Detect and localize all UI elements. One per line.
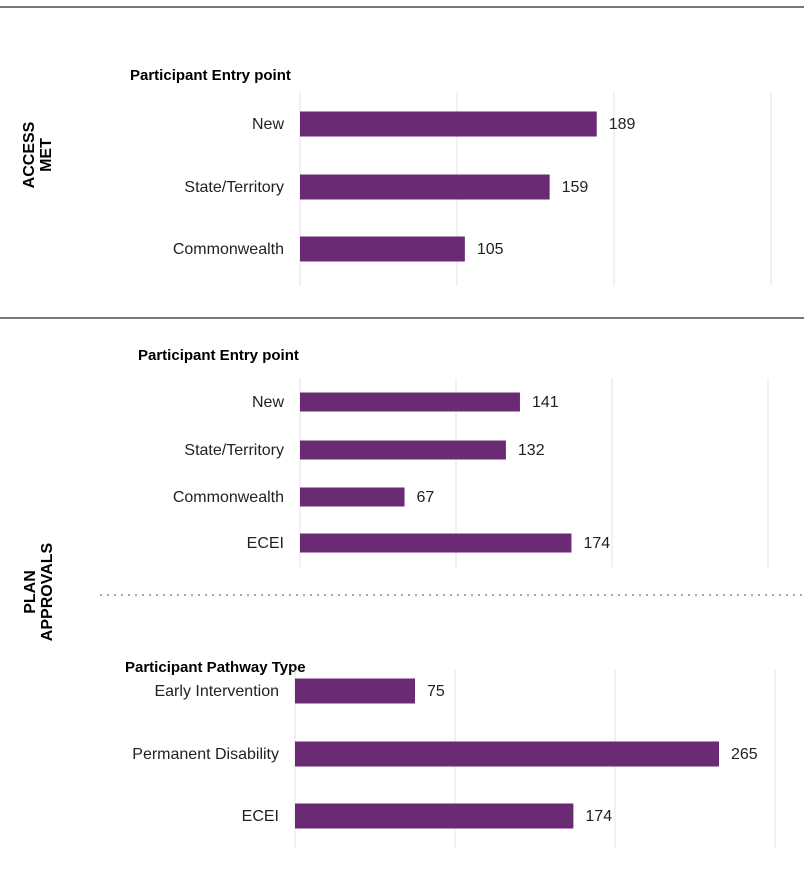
data-label: 159 [562, 179, 589, 196]
data-label: 174 [583, 535, 610, 552]
category-label: Permanent Disability [132, 746, 279, 763]
data-label: 105 [477, 241, 504, 258]
category-label: New [252, 116, 284, 133]
data-label: 189 [609, 116, 636, 133]
data-label: 265 [731, 746, 758, 763]
category-label: Commonwealth [173, 489, 284, 506]
bar [295, 803, 574, 829]
category-label: Early Intervention [154, 683, 279, 700]
data-label: 67 [417, 489, 435, 506]
bar [300, 111, 597, 137]
section-label-line: ACCESS [21, 121, 38, 188]
category-label: Commonwealth [173, 241, 284, 258]
category-label: State/Territory [184, 179, 284, 196]
section-label-line: APPROVALS [39, 542, 56, 641]
data-label: 174 [585, 808, 612, 825]
section-label-line: MET [38, 138, 55, 172]
chart-title: Participant Entry point [138, 347, 299, 364]
section-label-line: PLAN [22, 570, 39, 614]
bar [300, 392, 520, 412]
bar [295, 678, 415, 704]
data-label: 75 [427, 683, 445, 700]
bar [300, 236, 465, 262]
bar [300, 174, 550, 200]
bar [295, 741, 719, 767]
bar [300, 533, 572, 553]
chart-title: Participant Pathway Type [125, 659, 306, 676]
chart-title: Participant Entry point [130, 67, 291, 84]
data-label: 132 [518, 442, 545, 459]
section-label: ACCESS MET [21, 121, 55, 188]
section-label: PLAN APPROVALS [22, 542, 56, 641]
category-label: State/Territory [184, 442, 284, 459]
data-label: 141 [532, 394, 559, 411]
category-label: New [252, 394, 284, 411]
bar [300, 440, 506, 460]
category-label: ECEI [242, 808, 279, 825]
bar [300, 487, 405, 507]
category-label: ECEI [247, 535, 284, 552]
